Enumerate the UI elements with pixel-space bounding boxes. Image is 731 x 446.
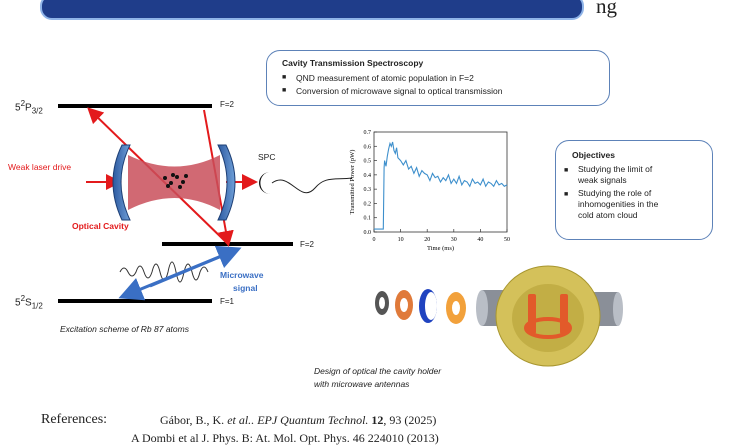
x-tick-label: 20: [424, 237, 430, 243]
level-label-f2-upper: F=2: [220, 100, 235, 109]
bullet-square-icon: ■: [282, 87, 287, 94]
holder-caption-line1: Design of optical the cavity holder: [314, 366, 442, 376]
cavity-holder-illustration: [375, 265, 623, 367]
y-tick-label: 0.5: [364, 159, 372, 165]
microwave-arrow-up: [149, 245, 242, 288]
series-line: [374, 141, 508, 230]
level-label-5p: 52P3/2: [15, 99, 43, 116]
microwave-label-1: Microwave: [220, 270, 264, 280]
y-tick-label: 0.3: [364, 187, 372, 193]
cavity-bullet: ■ QND measurement of atomic population in…: [282, 73, 474, 83]
weak-laser-label: Weak laser drive: [8, 162, 72, 172]
fiber: [271, 177, 353, 194]
bullet-square-icon: ■: [564, 167, 569, 174]
reference-2: A Dombi et al J. Phys. B: At. Mol. Opt. …: [131, 431, 439, 445]
objective-item: ■ Studying the role of inhomogenities in …: [564, 188, 659, 220]
microwave-label-2: signal: [233, 283, 258, 293]
cavity-spectroscopy-box: [266, 50, 610, 106]
y-tick-label: 0.2: [364, 201, 372, 207]
y-tick-label: 0.7: [364, 130, 372, 136]
x-axis-label: Time (ms): [427, 245, 454, 252]
transmission-chart: 0 10 20 30 40 50 0.0 0.1 0.2 0.3 0.4 0.5 0.6 0.7 Time …: [349, 130, 510, 252]
spc-label: SPC: [258, 152, 276, 162]
spc-detector-icon: [259, 172, 270, 194]
header-right-text: ng: [596, 0, 617, 18]
cavity-mirror-right: [217, 144, 236, 221]
x-tick-label: 0: [373, 237, 376, 243]
objectives-title: Objectives: [572, 150, 615, 160]
y-tick-label: 0.1: [364, 216, 372, 222]
atom-cloud: [163, 173, 188, 189]
cavity-mirror-left: [112, 144, 131, 221]
level-label-f1: F=1: [220, 297, 235, 306]
x-tick-label: 40: [477, 237, 483, 243]
x-tick-label: 10: [398, 237, 404, 243]
y-tick-label: 0.0: [364, 230, 372, 236]
holder-caption-line2: with microwave antennas: [314, 379, 410, 389]
bullet-square-icon: ■: [282, 74, 287, 81]
y-tick-label: 0.6: [364, 144, 372, 150]
x-tick-label: 50: [504, 237, 510, 243]
y-tick-label: 0.4: [364, 173, 372, 179]
excitation-caption: Excitation scheme of Rb 87 atoms: [60, 324, 189, 334]
level-label-5s: 52S1/2: [15, 294, 43, 311]
level-label-f2-lower: F=2: [300, 240, 315, 249]
y-axis-label: Transmitted Power (pW): [349, 150, 356, 215]
x-tick-label: 30: [451, 237, 457, 243]
cavity-mode: [128, 155, 220, 210]
title-banner: [40, 0, 584, 20]
objective-item: ■ Studying the limit of weak signals: [564, 164, 653, 185]
plot-frame: [373, 131, 508, 233]
references-label: References:: [41, 412, 108, 427]
cavity-bullet: ■ Conversion of microwave signal to optic…: [282, 86, 503, 96]
cavity-spectroscopy-title: Cavity Transmission Spectroscopy: [282, 58, 424, 68]
objectives-box: [555, 140, 713, 240]
optical-cavity-label: Optical Cavity: [72, 221, 129, 231]
bullet-square-icon: ■: [564, 191, 569, 198]
reference-1: Gábor, B., K. et al.. EPJ Quantum Techno…: [160, 413, 437, 427]
